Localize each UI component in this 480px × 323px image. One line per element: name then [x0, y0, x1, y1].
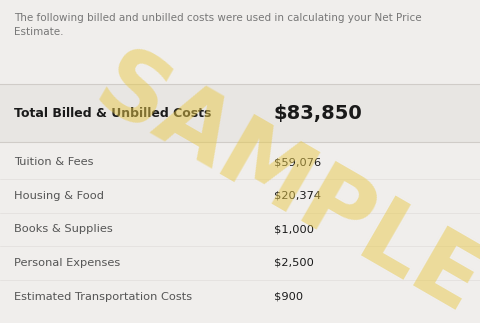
- Text: Estimated Transportation Costs: Estimated Transportation Costs: [14, 292, 192, 301]
- Text: Total Billed & Unbilled Costs: Total Billed & Unbilled Costs: [14, 107, 212, 120]
- Text: Books & Supplies: Books & Supplies: [14, 224, 113, 234]
- Text: Housing & Food: Housing & Food: [14, 191, 105, 201]
- Text: Personal Expenses: Personal Expenses: [14, 258, 120, 268]
- Text: SAMPLE: SAMPLE: [79, 40, 480, 323]
- Text: $20,374: $20,374: [274, 191, 321, 201]
- FancyBboxPatch shape: [0, 84, 480, 142]
- Text: $59,076: $59,076: [274, 157, 321, 167]
- Text: The following billed and unbilled costs were used in calculating your Net Price
: The following billed and unbilled costs …: [14, 13, 422, 37]
- Text: $2,500: $2,500: [274, 258, 313, 268]
- Text: $83,850: $83,850: [274, 104, 362, 122]
- Text: $900: $900: [274, 292, 303, 301]
- Text: $1,000: $1,000: [274, 224, 313, 234]
- Text: Tuition & Fees: Tuition & Fees: [14, 157, 94, 167]
